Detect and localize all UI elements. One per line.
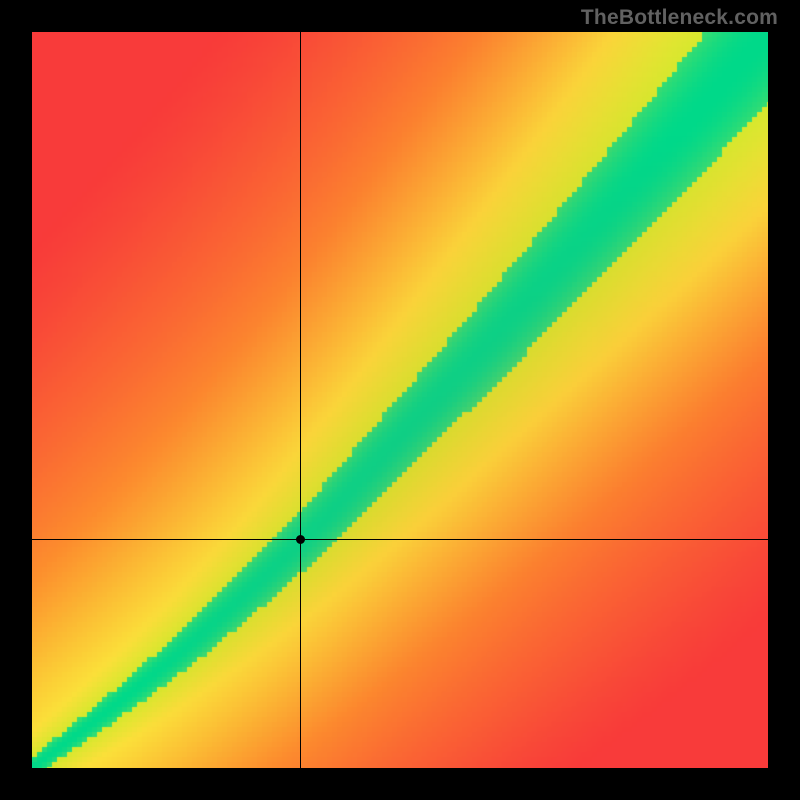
crosshair-horizontal (32, 539, 768, 540)
watermark-text: TheBottleneck.com (581, 6, 778, 30)
bottleneck-heatmap (32, 32, 768, 768)
crosshair-vertical (300, 32, 301, 768)
chart-container: TheBottleneck.com (0, 0, 800, 800)
